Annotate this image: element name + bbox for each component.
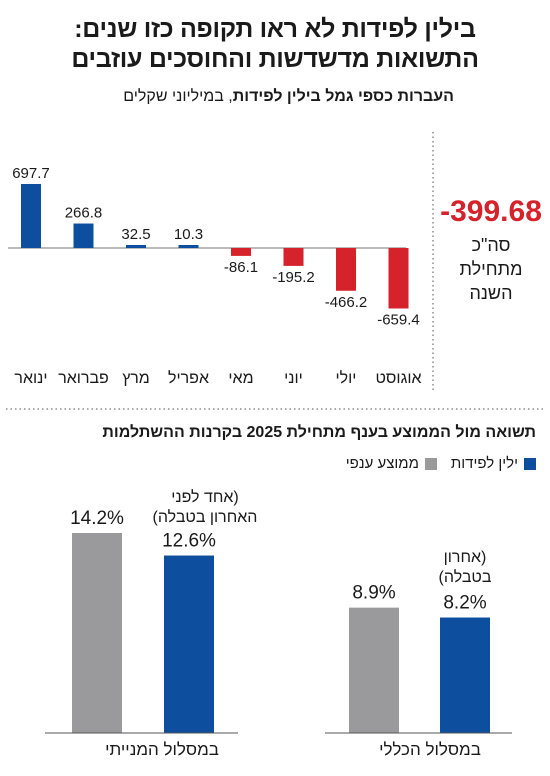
legend: ילין לפידות ממוצע ענפי xyxy=(346,455,536,472)
chart1-data-label: 697.7 xyxy=(12,165,50,182)
chart1-month-label: יולי xyxy=(336,369,357,387)
chart1-bar xyxy=(21,184,41,248)
group-label-equity: במסלול המנייתי xyxy=(105,740,219,759)
chart-title: בילין לפידות לא ראו תקופה כזו שנים: התשו… xyxy=(0,14,550,74)
chart1-data-label: 10.3 xyxy=(174,226,203,243)
chart2-bar-average xyxy=(349,607,399,733)
chart1-bar xyxy=(178,245,199,248)
chart2-bar-company xyxy=(440,617,490,733)
chart1-month-label: אפריל xyxy=(168,369,209,387)
note-equity-line-1: (אחד לפני xyxy=(171,489,239,506)
chart2-label-company: 12.6% xyxy=(162,531,216,552)
chart1-bar xyxy=(126,245,146,248)
legend-item-average: ממוצע ענפי xyxy=(346,455,437,472)
note-general: (אחרון בטבלה) xyxy=(410,548,520,588)
chart1-data-label: -195.2 xyxy=(272,269,315,286)
chart1-bar xyxy=(283,248,304,266)
chart2-label-average: 8.9% xyxy=(352,583,395,604)
chart2-label-company: 8.2% xyxy=(443,593,486,614)
chart1-data-label: 32.5 xyxy=(121,226,150,243)
legend-swatch-average xyxy=(424,457,437,470)
chart1-bar xyxy=(73,223,94,248)
chart1-subtitle-unit: , במיליוני שקלים xyxy=(123,88,233,105)
chart1-data-label: 266.8 xyxy=(65,205,103,222)
chart2-label-average: 14.2% xyxy=(70,508,124,529)
total-label-line-3: השנה xyxy=(469,283,513,303)
total-label-line-2: מתחילת xyxy=(459,259,523,279)
chart1-month-label: אוגוסט xyxy=(375,370,421,387)
chart2-bar-company xyxy=(164,555,214,733)
chart1-subtitle: העברות כספי גמל בילין לפידות, במיליוני ש… xyxy=(123,88,454,106)
chart1-data-label: -466.2 xyxy=(325,294,368,311)
group-label-general: במסלול הכללי xyxy=(379,740,481,759)
chart2-title: תשואה מול הממוצע בענף מתחילת 2025 בקרנות… xyxy=(102,424,536,441)
total-value: -399.68 xyxy=(440,195,542,228)
total-label: סה"כ מתחילת השנה xyxy=(432,233,550,305)
legend-label-average: ממוצע ענפי xyxy=(345,455,419,472)
title-line-1: בילין לפידות לא ראו תקופה כזו שנים: xyxy=(74,15,476,43)
legend-item-company: ילין לפידות xyxy=(451,455,536,472)
chart1-bar xyxy=(336,248,356,291)
chart1-bar xyxy=(231,248,251,256)
chart1-month-label: ינואר xyxy=(14,370,47,387)
chart1-month-label: יוני xyxy=(284,370,303,387)
note-general-line-2: בטבלה) xyxy=(438,569,492,586)
chart1-data-label: -86.1 xyxy=(224,259,258,276)
chart1-month-label: פברואר xyxy=(58,370,109,387)
chart1-subtitle-bold: העברות כספי גמל בילין לפידות xyxy=(232,88,454,105)
chart1-bar xyxy=(388,248,409,309)
chart2-bar-average xyxy=(72,533,122,733)
chart1-month-label: מאי xyxy=(228,370,253,387)
note-equity: (אחד לפני האחרון בטבלה) xyxy=(140,488,270,528)
title-line-2: התשואות מדשדשות והחוסכים עוזבים xyxy=(71,45,479,73)
note-general-line-1: (אחרון xyxy=(443,549,487,566)
legend-swatch-company xyxy=(524,457,536,470)
total-label-line-1: סה"כ xyxy=(471,235,511,255)
legend-label-company: ילין לפידות xyxy=(450,455,518,472)
chart1-data-label: -659.4 xyxy=(377,311,420,328)
chart1-month-label: מרץ xyxy=(122,370,150,387)
note-equity-line-2: האחרון בטבלה) xyxy=(152,509,258,526)
total-box: -399.68 סה"כ מתחילת השנה xyxy=(432,195,550,305)
